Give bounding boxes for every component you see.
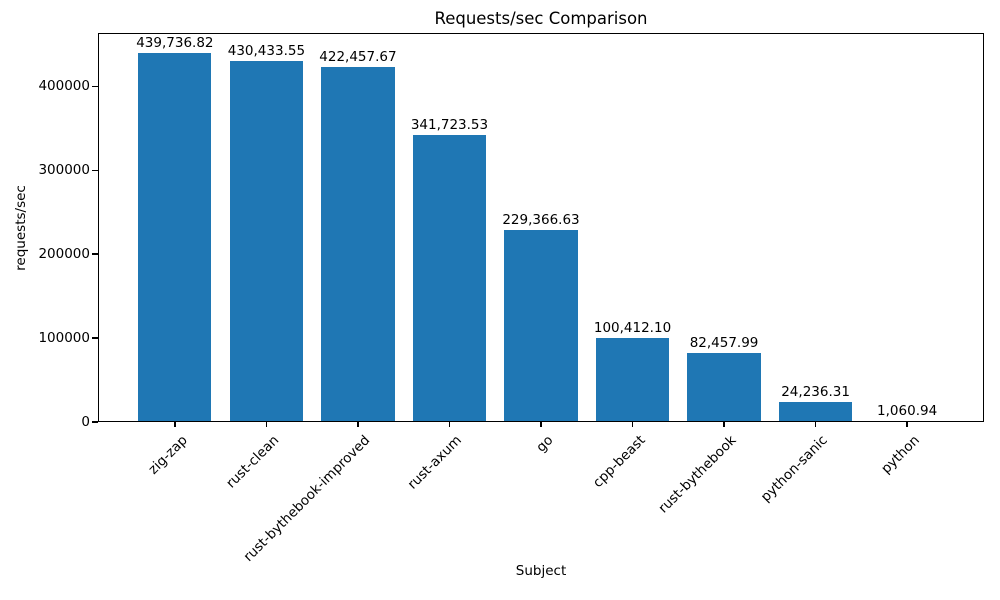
- x-tick-label: rust-axum: [404, 432, 466, 493]
- y-tick-label: 100000: [38, 330, 90, 347]
- bar-value-label: 439,736.82: [136, 34, 214, 51]
- x-tick-mark: [448, 422, 451, 427]
- bar-rust-bythebook: [687, 352, 761, 422]
- x-tick-mark: [540, 422, 542, 427]
- bar-value-label: 24,236.31: [781, 383, 850, 400]
- y-tick-mark: [91, 421, 98, 423]
- bar-value-label: 229,366.63: [502, 211, 580, 228]
- bar-python-sanic: [778, 401, 853, 422]
- x-tick-mark: [174, 422, 176, 427]
- x-tick-label: go: [533, 432, 557, 456]
- bar-value-label: 430,433.55: [227, 42, 306, 59]
- bar-value-label: 82,457.99: [689, 334, 759, 351]
- y-tick-label: 400000: [38, 78, 90, 95]
- x-tick-label: python: [878, 432, 923, 478]
- x-tick-mark: [357, 422, 359, 427]
- x-tick-label: rust-clean: [222, 432, 283, 492]
- y-tick-label: 300000: [38, 162, 90, 179]
- y-tick-label: 0: [81, 414, 90, 430]
- x-tick-mark: [631, 422, 634, 427]
- x-tick-mark: [906, 422, 908, 427]
- y-tick-mark: [91, 337, 98, 339]
- y-tick-mark: [91, 169, 98, 171]
- x-tick-mark: [723, 422, 725, 427]
- y-tick-mark: [91, 253, 98, 255]
- x-tick-mark: [265, 422, 268, 427]
- bar-value-label: 1,060.94: [877, 403, 938, 419]
- bar-value-label: 341,723.53: [410, 117, 489, 134]
- bar-zig-zap: [138, 52, 212, 422]
- bar-value-label: 100,412.10: [593, 319, 672, 336]
- bar-rust-axum: [412, 135, 487, 422]
- x-tick-label: cpp-beast: [589, 432, 649, 491]
- x-tick-mark: [814, 422, 817, 427]
- x-tick-label: rust-bythebook: [655, 432, 740, 517]
- bar-cpp-beast: [595, 337, 670, 422]
- y-tick-mark: [91, 85, 98, 87]
- bar-value-label: 422,457.67: [319, 49, 397, 66]
- bar-rust-clean: [229, 60, 304, 422]
- x-axis-label: Subject: [515, 563, 567, 579]
- bar-rust-bythebook-improved: [321, 67, 395, 422]
- x-tick-label: zig-zap: [145, 432, 191, 478]
- y-tick-label: 200000: [38, 246, 90, 263]
- bar-go: [504, 229, 578, 422]
- chart-title: Requests/sec Comparison: [434, 9, 648, 28]
- x-tick-label: python-sanic: [758, 432, 832, 506]
